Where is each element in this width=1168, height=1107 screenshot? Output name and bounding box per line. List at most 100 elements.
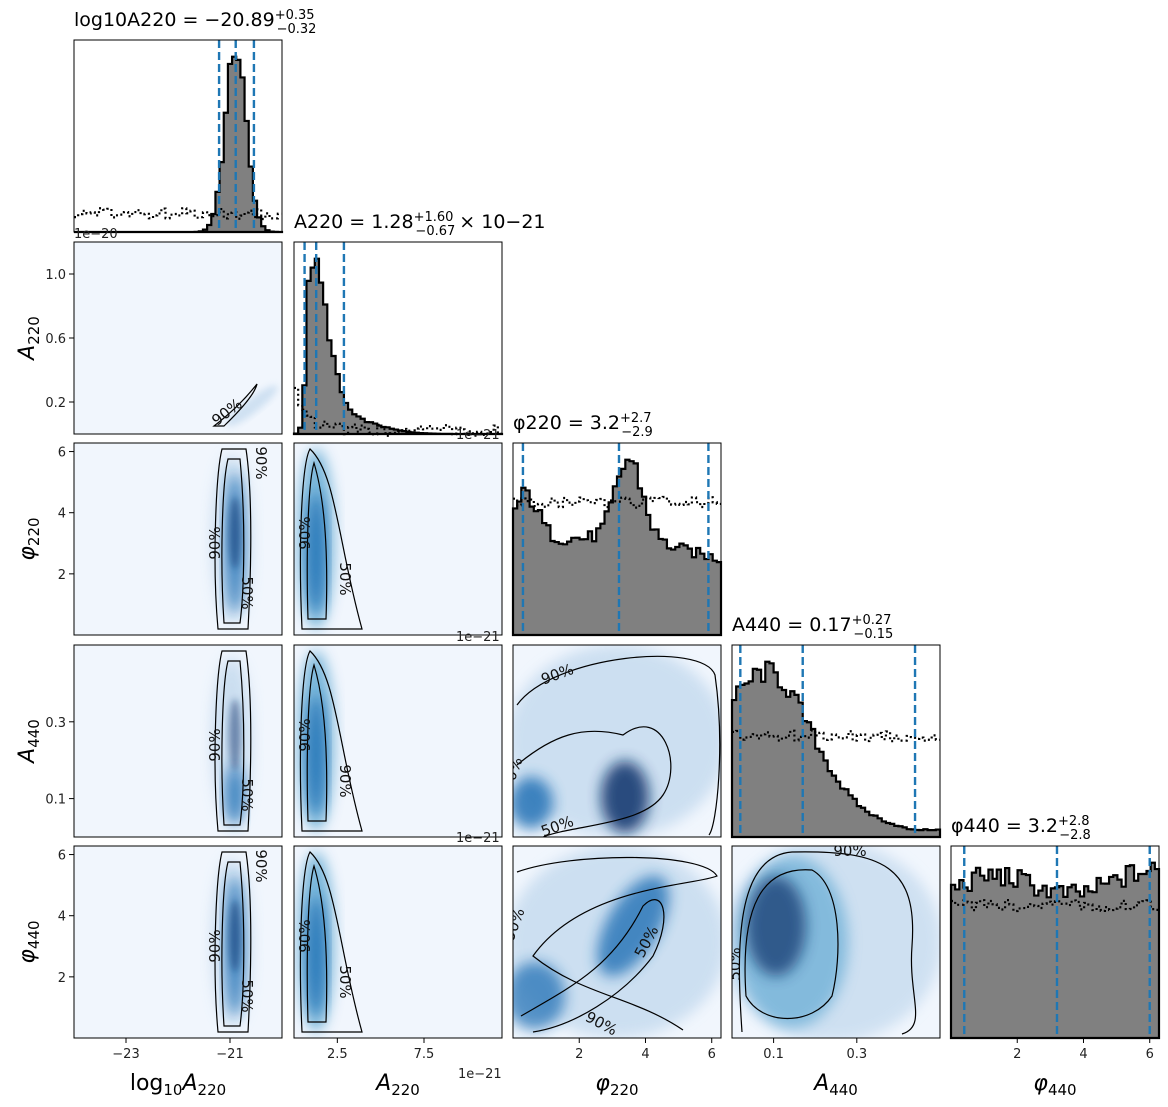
y-tick-label: 0.6 [45, 332, 66, 347]
posterior-histogram [74, 55, 284, 234]
panel-content: 50%90%90% [513, 846, 721, 1038]
x-tick-label: 6 [708, 1047, 716, 1062]
contour-label-90b: 90% [252, 446, 270, 479]
contour-50 [520, 899, 665, 1033]
hist-frame-4 [950, 845, 1160, 1039]
contour-label-50: 50% [336, 562, 354, 595]
density-blob [229, 900, 241, 972]
x-axis-label-4: φ440 [1033, 1071, 1076, 1099]
y-tick-label: 4 [58, 507, 66, 522]
posterior-histogram [730, 660, 942, 839]
inner-offset-label: 1e−21 [456, 630, 500, 645]
contour-label-90: 90% [206, 728, 224, 761]
x-tick-label: 7.5 [414, 1047, 435, 1062]
panel-content: 90% [74, 242, 282, 434]
contour-label-50: 50% [238, 778, 256, 811]
posterior-histogram [511, 458, 723, 637]
prior-histogram [513, 495, 721, 509]
panel-2-0: 90% 50% 90% [74, 443, 282, 635]
contour-label-50: 50% [238, 979, 256, 1012]
density-blob [229, 497, 241, 569]
x-tick-label: 2 [1013, 1047, 1021, 1062]
x-tick-label: 4 [1079, 1047, 1087, 1062]
panel-4-2: 50%90%90% [513, 846, 721, 1038]
panel-title-2: φ220 = 3.2+2.7 −2.9 [513, 411, 653, 440]
hist-frame-2 [512, 442, 722, 636]
y-tick-label: 2 [58, 971, 66, 986]
hist-panel-4 [949, 846, 1161, 1040]
y-tick-label: 0.1 [45, 793, 66, 808]
contour-90 [214, 650, 252, 832]
panel-1-0: 90% [74, 242, 282, 434]
panel-frame-4-1 [293, 845, 503, 1039]
panel-title-3: A440 = 0.17+0.27 −0.15 [732, 613, 893, 642]
x-tick-label: 6 [1146, 1047, 1154, 1062]
contour-50 [306, 863, 328, 1023]
hist-frame-0 [73, 39, 283, 233]
y-axis-label-2: φ220 [15, 517, 43, 560]
y-tick-label: 2 [58, 568, 66, 583]
x-axis-label-2: φ220 [595, 1071, 638, 1099]
panel-frame-4-3 [731, 845, 941, 1039]
x-tick-label: 0.1 [763, 1047, 784, 1062]
density-blob [306, 695, 326, 815]
hist-frame-1 [293, 241, 503, 435]
inner-offset-label: 1e−21 [456, 831, 500, 846]
density-blob [513, 645, 721, 837]
x-tick-label: 2.5 [327, 1047, 348, 1062]
contour-50 [306, 460, 328, 620]
contour-label-90b: 90% [252, 849, 270, 882]
density-blob [225, 765, 245, 825]
contour-label-50: 50% [336, 965, 354, 998]
hist-panel-1 [292, 242, 502, 437]
contour-90 [214, 448, 252, 630]
panel-2-1: 90% 50% [294, 443, 502, 635]
panel-3-2: 90%50%50% [513, 645, 721, 837]
panel-frame-3-2 [512, 644, 722, 838]
y-tick-label: 4 [58, 910, 66, 925]
hist-frame-3 [731, 644, 941, 838]
contour-label-90: 90% [296, 718, 314, 751]
contour-label-50: 50% [238, 576, 256, 609]
density-blob [306, 493, 326, 613]
contour-90 [516, 856, 718, 1031]
contour-90 [516, 655, 721, 836]
panel-title-4: φ440 = 3.2+2.8 −2.8 [951, 814, 1091, 843]
contour-label-90: 90% [206, 929, 224, 962]
contour-label-90: 90% [206, 526, 224, 559]
panel-content: 90% 50% [74, 645, 282, 837]
y-tick-label: 1.0 [45, 268, 66, 283]
contour-50 [306, 662, 328, 822]
panel-content: 90% 50% 90% [74, 846, 282, 1038]
contour-50 [221, 861, 245, 1027]
panel-4-0: 90% 50% 90% [74, 846, 282, 1038]
panel-content: 90% 50% 90% [74, 443, 282, 635]
posterior-histogram [949, 861, 1161, 1040]
panel-3-0: 90% 50% [74, 645, 282, 837]
hist-panel-2 [511, 443, 723, 637]
y-tick-label: 0.3 [45, 716, 66, 731]
panel-frame-4-2 [512, 845, 722, 1039]
prior-histogram [732, 729, 940, 743]
contour-label-90: 90% [296, 516, 314, 549]
contour-90 [299, 851, 363, 1033]
contour-50 [221, 458, 245, 624]
density-blob [306, 896, 326, 1016]
y-axis-label-4: φ440 [15, 920, 43, 963]
prior-histogram [951, 899, 1159, 913]
density-blob [226, 385, 278, 427]
panel-4-1: 90% 50% [294, 846, 502, 1038]
x-axis-label-3: A440 [812, 1071, 858, 1099]
panel-frame-2-0 [73, 442, 283, 636]
x-tick-label: 0.3 [846, 1047, 867, 1062]
contour-90 [212, 383, 258, 427]
contour-label-90: 90% [833, 842, 866, 860]
panel-3-1: 90% 90% [294, 645, 502, 837]
panel-4-3: 50% 90% [732, 842, 940, 1038]
panel-frame-3-0 [73, 644, 283, 838]
prior-histogram [294, 386, 502, 437]
density-blob [513, 777, 553, 829]
x-tick-label: −21 [216, 1047, 243, 1062]
y-offset-label: 1e−20 [74, 227, 118, 242]
x-tick-label: 2 [575, 1047, 583, 1062]
